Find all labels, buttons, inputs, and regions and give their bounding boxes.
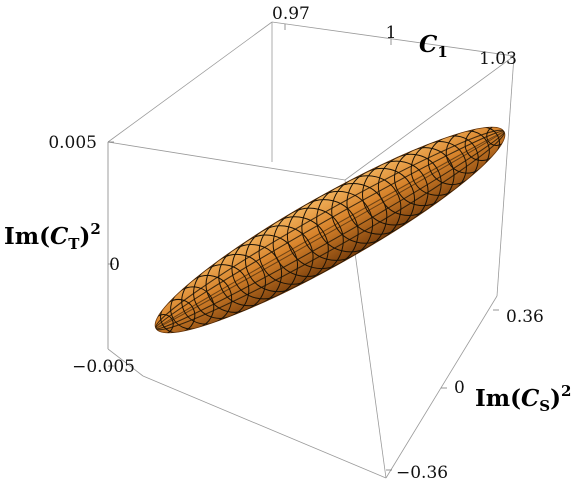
mesh-ring bbox=[245, 225, 314, 293]
x-tick-label: 0.97 bbox=[272, 4, 310, 24]
mesh-ring bbox=[362, 160, 429, 226]
ellipsoid-body bbox=[154, 126, 506, 334]
box-edge bbox=[271, 21, 515, 57]
y-tick-label: 0 bbox=[454, 378, 465, 398]
z-tick-label: 0 bbox=[109, 255, 120, 275]
box-edge bbox=[142, 375, 387, 479]
y-axis-label: Im(CS)2 bbox=[475, 382, 571, 415]
ellipsoid-surface bbox=[152, 125, 508, 335]
box-edge bbox=[344, 55, 515, 181]
box-edge bbox=[107, 21, 273, 143]
box-edge bbox=[496, 55, 515, 297]
tick-marks bbox=[108, 24, 499, 471]
x-tick-label: 1.03 bbox=[479, 49, 517, 69]
box-edge bbox=[107, 348, 144, 377]
x-tick-label: 1 bbox=[386, 23, 397, 43]
y-tick-label: 0.36 bbox=[506, 307, 544, 327]
z-tick-label: −0.005 bbox=[72, 357, 135, 377]
mesh-ring bbox=[272, 207, 344, 277]
mesh-ring bbox=[346, 167, 415, 235]
box-edge bbox=[385, 295, 498, 479]
x-axis-label: C1 bbox=[419, 31, 448, 61]
z-tick-label: 0.005 bbox=[48, 133, 97, 153]
box-edge bbox=[107, 141, 346, 181]
z-axis-label: Im(CT)2 bbox=[4, 220, 101, 253]
y-tick-label: −0.36 bbox=[396, 463, 448, 483]
mesh-ring bbox=[410, 141, 467, 196]
mesh-ring bbox=[231, 234, 298, 300]
mesh-ring bbox=[193, 264, 250, 319]
mesh-ring bbox=[377, 153, 442, 216]
